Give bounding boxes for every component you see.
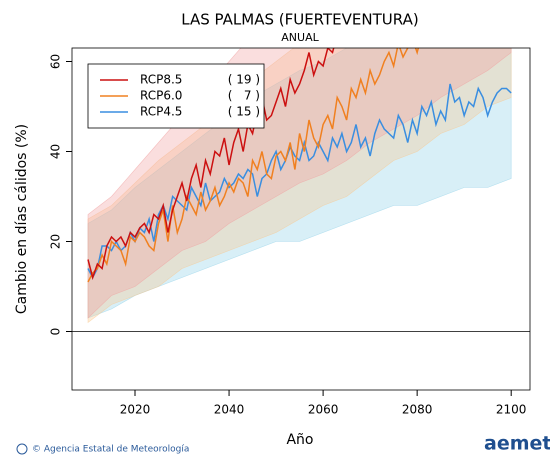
chart-title: LAS PALMAS (FUERTEVENTURA) [181, 11, 418, 29]
y-tick-label: 0 [49, 328, 63, 336]
logo: aemet [484, 433, 550, 455]
legend-count: ( 7 ) [228, 89, 260, 103]
legend-count: ( 19 ) [228, 73, 260, 87]
x-tick-label: 2060 [308, 403, 339, 417]
legend-label: RCP4.5 [140, 105, 182, 119]
legend-label: RCP6.0 [140, 89, 182, 103]
plot-frame [71, 47, 531, 391]
y-axis-label: Cambio en días cálidos (%) [14, 124, 30, 314]
series-line [87, 48, 335, 281]
x-axis-label: Año [286, 432, 313, 448]
x-tick-label: 2100 [496, 403, 527, 417]
plot-area [72, 48, 530, 332]
x-tick-label: 2040 [214, 403, 245, 417]
legend-count: ( 15 ) [228, 105, 260, 119]
y-tick-label: 40 [49, 144, 63, 159]
series-line [87, 83, 512, 280]
legend-label: RCP8.5 [140, 73, 182, 87]
footer: © Agencia Estatal de Meteorología [32, 445, 189, 455]
footer-icon [16, 443, 28, 455]
y-tick-label: 20 [49, 234, 63, 249]
x-tick-label: 2020 [120, 403, 151, 417]
legend: RCP8.5 ( 19 ) RCP6.0 ( 7 ) RCP4.5 ( 15 ) [87, 63, 265, 129]
y-tick-label: 60 [49, 54, 63, 69]
series-line [87, 48, 420, 283]
x-tick-label: 2080 [402, 403, 433, 417]
chart-subtitle: ANUAL [281, 31, 319, 44]
